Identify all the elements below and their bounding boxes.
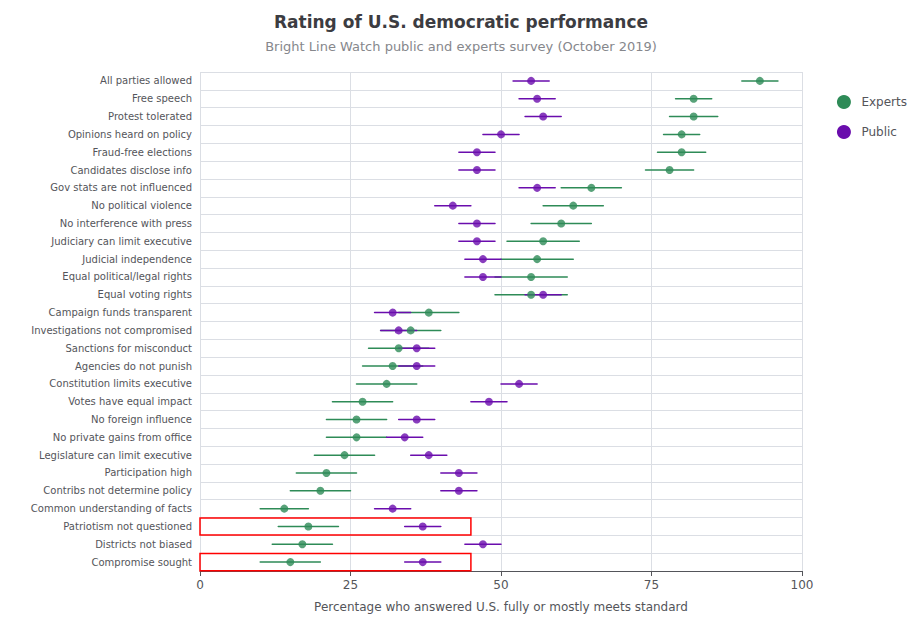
- svg-text:Judicial independence: Judicial independence: [81, 254, 192, 265]
- svg-text:Percentage who answered U.S. f: Percentage who answered U.S. fully or mo…: [314, 600, 688, 614]
- svg-text:100: 100: [791, 578, 814, 592]
- svg-text:Opinions heard on policy: Opinions heard on policy: [68, 129, 192, 140]
- svg-text:Campaign funds transparent: Campaign funds transparent: [49, 307, 192, 318]
- svg-text:Investigations not compromised: Investigations not compromised: [31, 325, 192, 336]
- svg-text:Candidates disclose info: Candidates disclose info: [70, 165, 192, 176]
- svg-text:Districts not biased: Districts not biased: [95, 539, 192, 550]
- svg-text:Protest tolerated: Protest tolerated: [108, 111, 192, 122]
- svg-text:Gov stats are not influenced: Gov stats are not influenced: [50, 182, 192, 193]
- svg-text:Equal voting rights: Equal voting rights: [98, 289, 192, 300]
- svg-text:Constitution limits executive: Constitution limits executive: [49, 378, 192, 389]
- svg-text:Equal political/legal rights: Equal political/legal rights: [62, 271, 192, 282]
- svg-text:No private gains from office: No private gains from office: [53, 432, 192, 443]
- svg-text:Legislature can limit executiv: Legislature can limit executive: [39, 450, 192, 461]
- svg-text:Free speech: Free speech: [132, 93, 192, 104]
- svg-text:Rating of U.S. democratic perf: Rating of U.S. democratic performance: [274, 12, 648, 32]
- svg-text:Agencies do not punish: Agencies do not punish: [75, 361, 192, 372]
- svg-text:75: 75: [644, 578, 659, 592]
- svg-text:No interference with press: No interference with press: [60, 218, 192, 229]
- svg-text:Sanctions for misconduct: Sanctions for misconduct: [65, 343, 192, 354]
- svg-text:Patriotism not questioned: Patriotism not questioned: [63, 521, 192, 532]
- svg-text:Compromise sought: Compromise sought: [91, 557, 192, 568]
- svg-text:Bright Line Watch public and e: Bright Line Watch public and experts sur…: [265, 39, 657, 54]
- svg-text:All parties allowed: All parties allowed: [100, 75, 192, 86]
- svg-text:0: 0: [196, 578, 204, 592]
- svg-text:50: 50: [493, 578, 508, 592]
- svg-text:Experts: Experts: [861, 95, 907, 109]
- svg-text:No foreign influence: No foreign influence: [91, 414, 192, 425]
- svg-text:Participation high: Participation high: [105, 467, 192, 478]
- svg-text:25: 25: [343, 578, 358, 592]
- svg-text:Contribs not determine policy: Contribs not determine policy: [43, 485, 192, 496]
- svg-text:Common understanding of facts: Common understanding of facts: [31, 503, 192, 514]
- svg-text:Public: Public: [861, 125, 897, 139]
- svg-text:Fraud-free elections: Fraud-free elections: [93, 147, 192, 158]
- svg-text:Judiciary can limit executive: Judiciary can limit executive: [50, 236, 192, 247]
- svg-text:Votes have equal impact: Votes have equal impact: [68, 396, 192, 407]
- svg-text:No political violence: No political violence: [91, 200, 192, 211]
